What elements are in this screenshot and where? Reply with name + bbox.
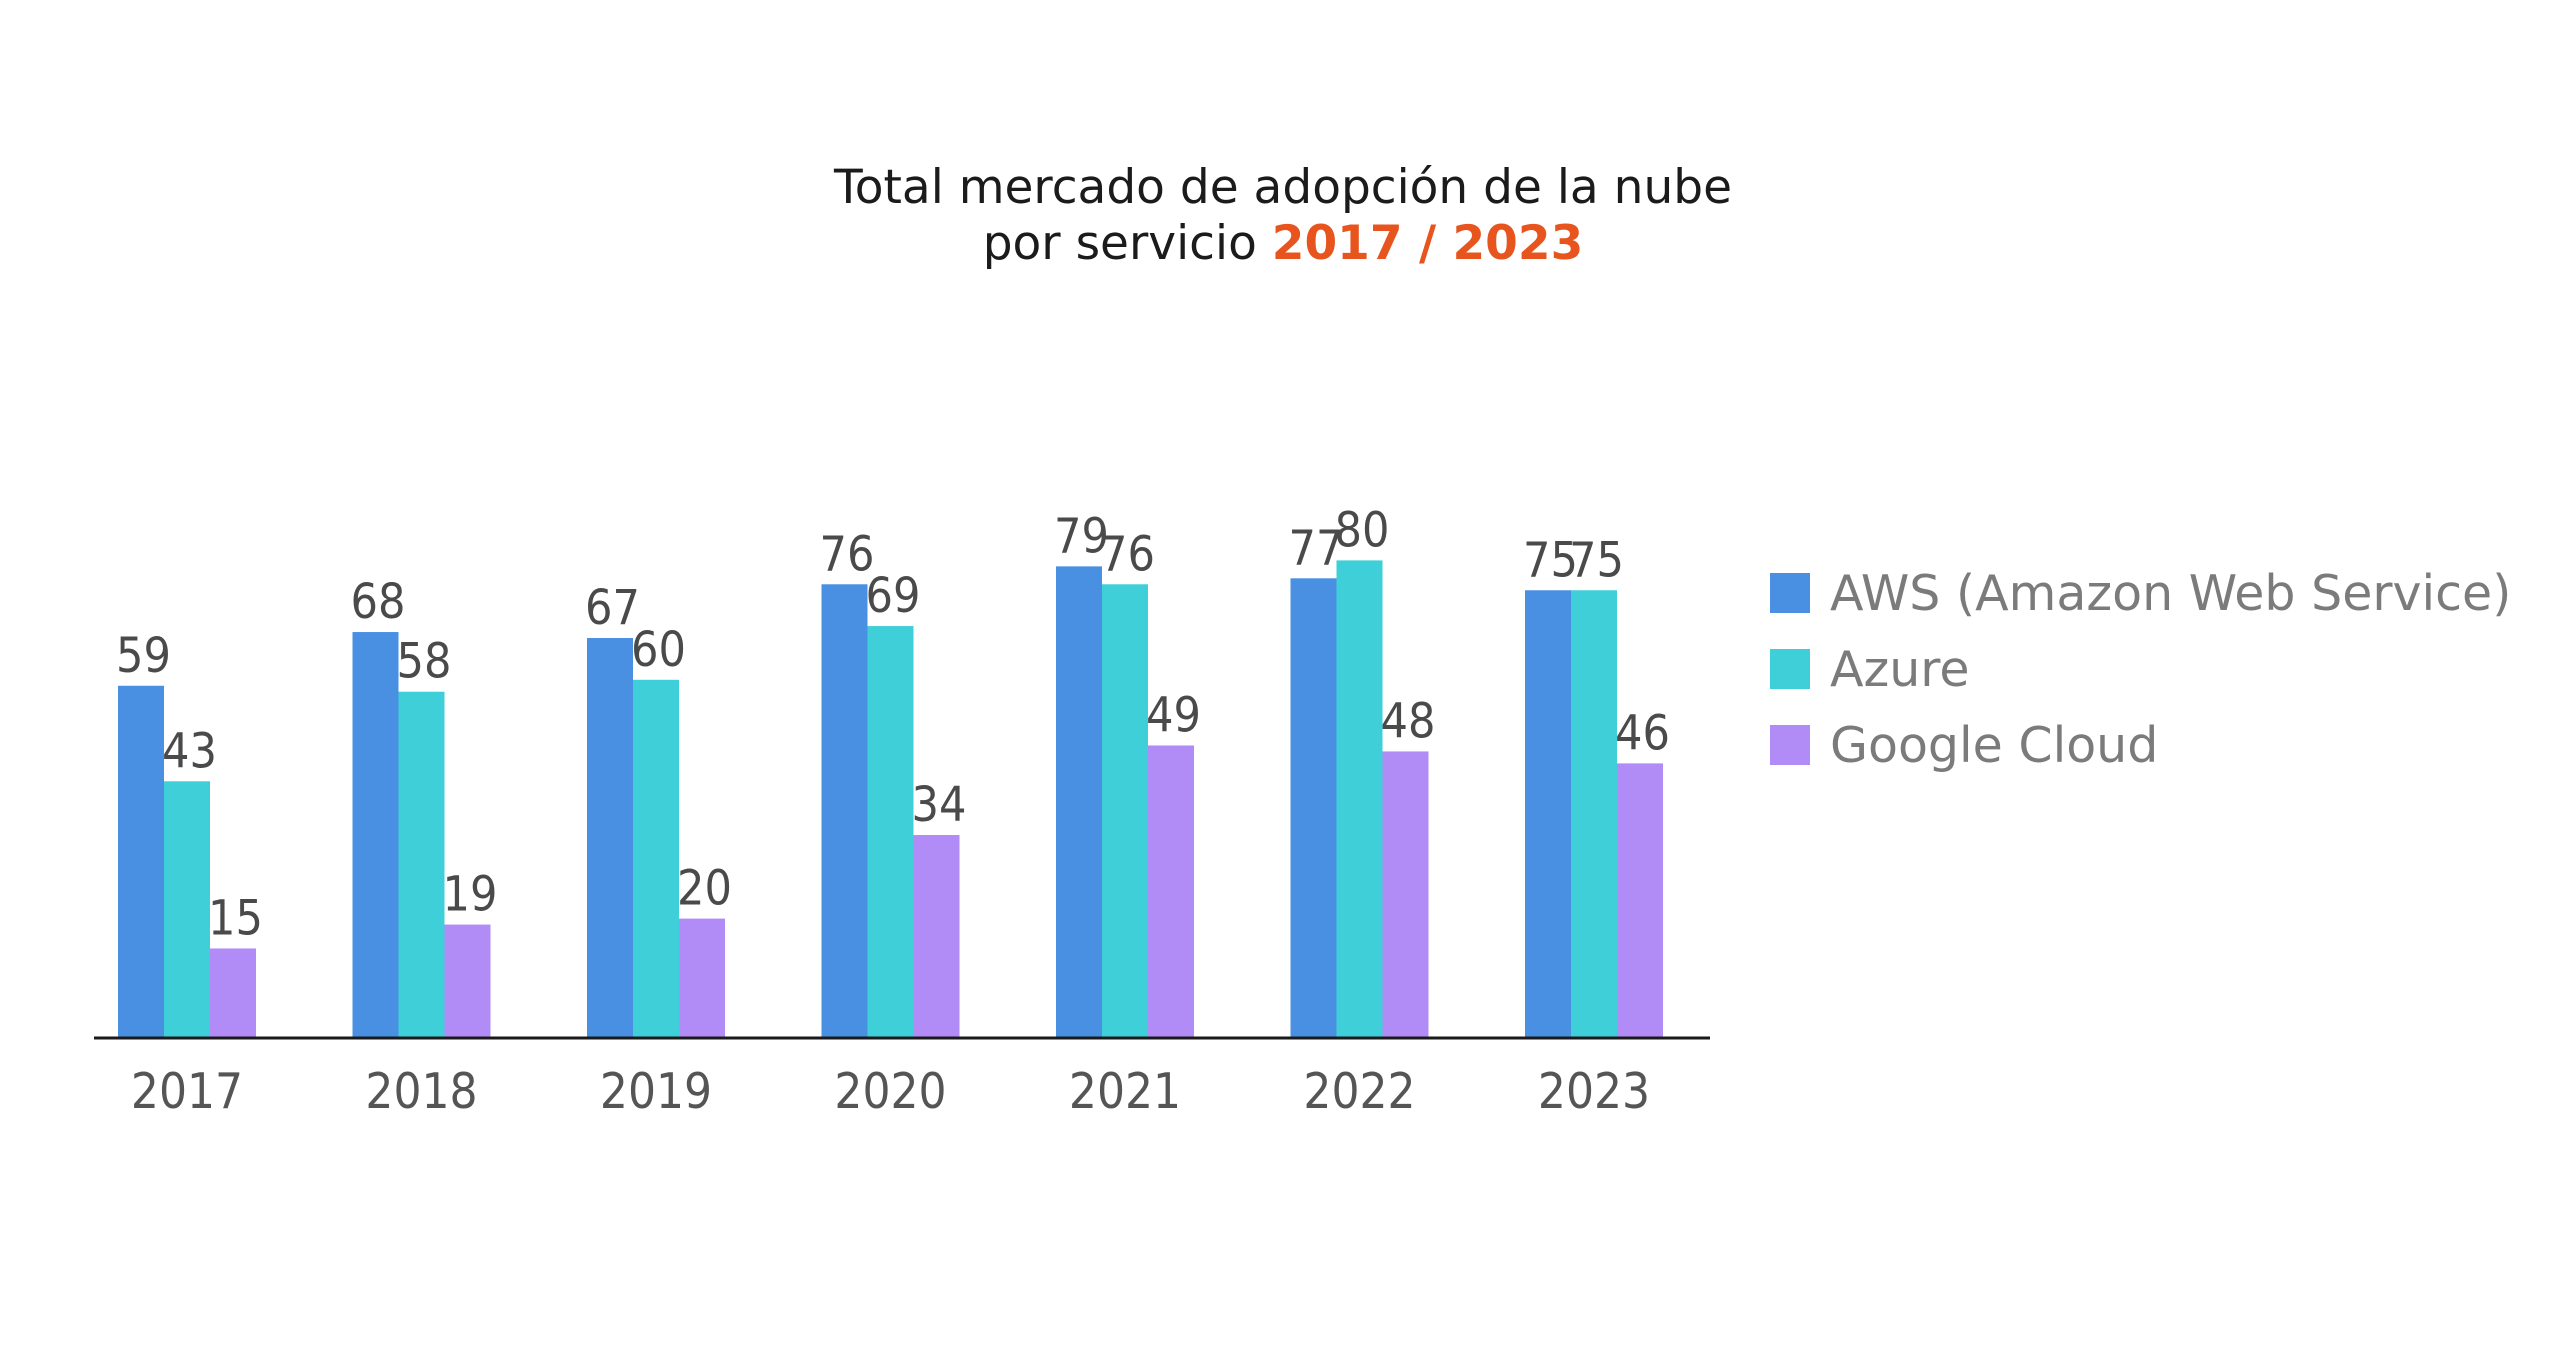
title-line-1: Total mercado de adopción de la nube (834, 160, 1732, 215)
bar-aws-amazon-web-service-2018 (352, 632, 399, 1038)
data-label-google-cloud-2018: 19 (443, 867, 498, 923)
data-label-azure-2017: 43 (162, 723, 217, 779)
legend-swatch-aws-amazon-web-service (1770, 573, 1810, 613)
data-label-aws-amazon-web-service-2019: 67 (585, 580, 640, 636)
legend-swatch-azure (1770, 649, 1810, 689)
data-label-google-cloud-2017: 15 (208, 890, 263, 946)
data-label-azure-2019: 60 (631, 622, 686, 678)
bar-google-cloud-2018 (444, 924, 491, 1038)
x-tick-label-2018: 2018 (365, 1063, 477, 1120)
bar-aws-amazon-web-service-2019 (587, 638, 633, 1038)
bar-azure-2023 (1571, 590, 1617, 1038)
data-label-azure-2018: 58 (397, 634, 452, 690)
bar-google-cloud-2020 (913, 835, 960, 1038)
data-label-google-cloud-2019: 20 (677, 861, 732, 917)
x-tick-label-2021: 2021 (1069, 1063, 1181, 1120)
data-label-aws-amazon-web-service-2022: 77 (1289, 520, 1344, 576)
legend-item-azure: Azure (1770, 631, 2511, 707)
legend-label-azure: Azure (1830, 640, 1970, 698)
bar-azure-2022 (1336, 560, 1383, 1038)
x-tick-label-2020: 2020 (834, 1063, 946, 1120)
legend-item-aws-amazon-web-service: AWS (Amazon Web Service) (1770, 555, 2511, 631)
chart-legend: AWS (Amazon Web Service) Azure Google Clou… (1770, 555, 2511, 783)
legend-label-google-cloud: Google Cloud (1830, 716, 2159, 774)
bar-azure-2019 (633, 679, 679, 1038)
data-label-aws-amazon-web-service-2017: 59 (116, 628, 171, 684)
x-tick-label-2017: 2017 (131, 1063, 243, 1120)
bar-google-cloud-2022 (1382, 751, 1429, 1038)
data-label-azure-2022: 80 (1335, 502, 1390, 558)
x-tick-label-2022: 2022 (1303, 1063, 1415, 1120)
legend-item-google-cloud: Google Cloud (1770, 707, 2511, 783)
data-label-aws-amazon-web-service-2021: 79 (1054, 508, 1109, 564)
title-year-range: 2017 / 2023 (1271, 216, 1584, 271)
data-label-google-cloud-2021: 49 (1146, 687, 1201, 743)
data-label-google-cloud-2023: 46 (1615, 705, 1670, 761)
legend-swatch-google-cloud (1770, 725, 1810, 765)
bar-azure-2018 (398, 691, 445, 1038)
data-label-google-cloud-2022: 48 (1381, 693, 1436, 749)
bar-google-cloud-2023 (1617, 763, 1663, 1038)
bar-google-cloud-2017 (210, 948, 256, 1038)
bar-google-cloud-2019 (679, 918, 725, 1038)
bar-google-cloud-2021 (1148, 745, 1194, 1038)
bar-aws-amazon-web-service-2020 (821, 584, 868, 1038)
legend-label-aws-amazon-web-service: AWS (Amazon Web Service) (1830, 564, 2512, 622)
bar-azure-2021 (1102, 584, 1148, 1038)
bar-aws-amazon-web-service-2022 (1290, 578, 1337, 1038)
data-label-azure-2021: 76 (1100, 526, 1155, 582)
data-label-azure-2023: 75 (1569, 532, 1624, 588)
data-label-azure-2020: 69 (866, 568, 921, 624)
data-label-aws-amazon-web-service-2023: 75 (1523, 532, 1578, 588)
title-line-2: por servicio 2017 / 2023 (0, 216, 2560, 272)
chart-title: Total mercado de adopción de la nube por… (0, 160, 2560, 272)
data-label-aws-amazon-web-service-2018: 68 (351, 574, 406, 630)
bar-aws-amazon-web-service-2021 (1056, 566, 1102, 1038)
bar-aws-amazon-web-service-2023 (1525, 590, 1571, 1038)
x-tick-label-2023: 2023 (1538, 1063, 1650, 1120)
x-tick-label-2019: 2019 (600, 1063, 712, 1120)
data-label-aws-amazon-web-service-2020: 76 (820, 526, 875, 582)
bar-aws-amazon-web-service-2017 (118, 685, 164, 1038)
bar-azure-2017 (164, 781, 210, 1038)
title-line-2-prefix: por servicio (982, 216, 1272, 271)
data-label-google-cloud-2020: 34 (912, 777, 967, 833)
bar-azure-2020 (867, 626, 914, 1038)
